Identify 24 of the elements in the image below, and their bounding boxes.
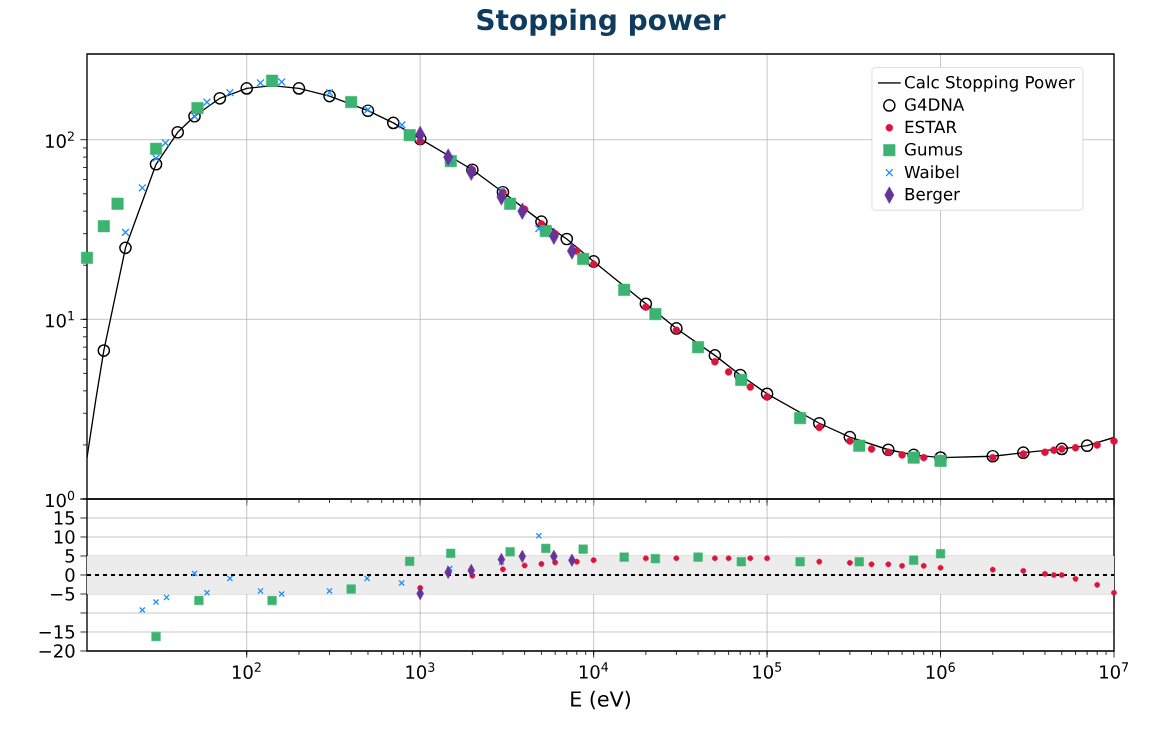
legend-label: ESTAR	[905, 120, 957, 134]
y-tick-label: −15	[39, 625, 75, 639]
y-tick-label: 10$^{2}$	[46, 131, 74, 148]
x-tick-label: 10$^{6}$	[926, 662, 955, 679]
x-axis-title: E (eV)	[571, 690, 631, 710]
x-tick-label: 10$^{2}$	[232, 662, 261, 679]
y-tick-label: 10$^{0}$	[46, 490, 75, 508]
y-tick-label: 10$^{1}$	[46, 311, 74, 328]
legend-label: G4DNA	[904, 98, 965, 111]
chart-title: Stopping power	[477, 8, 726, 36]
legend-label: Berger	[905, 188, 960, 204]
y-tick-label: −20	[39, 644, 75, 658]
y-tick-label: 10	[54, 530, 75, 544]
legend-label: Gumus	[904, 143, 963, 156]
y-tick-label: 5	[65, 549, 75, 563]
y-tick-label: −5	[51, 587, 75, 601]
x-tick-label: 10$^{7}$	[1100, 662, 1129, 679]
x-tick-label: 10$^{4}$	[579, 662, 609, 679]
x-tick-label: 10$^{3}$	[406, 662, 435, 679]
legend-label: Waibel	[904, 165, 959, 179]
legend-label: Calc Stopping Power	[904, 75, 1075, 92]
x-tick-label: 10$^{5}$	[753, 662, 782, 679]
y-tick-label: 15	[54, 511, 75, 525]
y-tick-label: 0	[65, 568, 75, 582]
